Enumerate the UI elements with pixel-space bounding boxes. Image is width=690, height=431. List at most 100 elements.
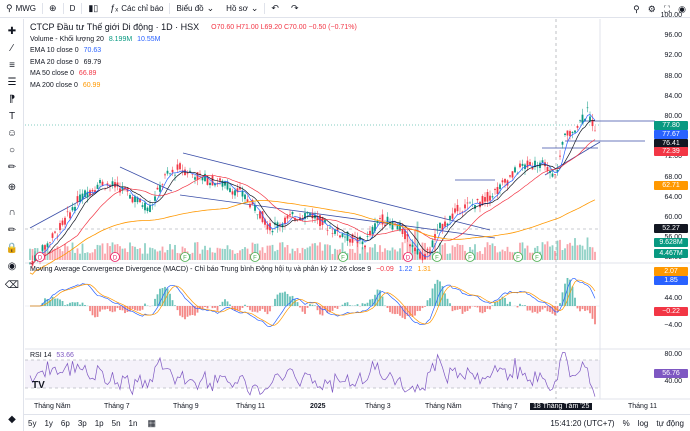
patterns-icon[interactable]: ☺	[6, 127, 18, 139]
zoom-in-icon[interactable]: ⊕	[7, 181, 17, 193]
rsi-legend[interactable]: RSI 14 53.66	[30, 352, 74, 359]
range-6m[interactable]: 6p	[60, 418, 70, 428]
symbol-search[interactable]: ⚲ MWG	[0, 0, 42, 18]
macd-histogram-bar	[176, 306, 179, 311]
fullscreen-icon[interactable]: ⛶	[663, 3, 671, 14]
open-value: O70.60	[211, 24, 235, 31]
candle-body	[429, 251, 431, 252]
range-5y[interactable]: 5y	[28, 418, 37, 428]
divider	[81, 3, 83, 14]
legend-ma200[interactable]: MA 200 close 0 60.99	[30, 80, 357, 92]
range-3m[interactable]: 3p	[77, 418, 87, 428]
settings-icon[interactable]: ⚙	[647, 3, 656, 14]
object-tree-icon[interactable]: ◆	[8, 413, 16, 425]
candle-body	[174, 174, 176, 176]
candle-body	[164, 174, 166, 176]
undo-button[interactable]: ↶	[265, 0, 285, 18]
range-1d[interactable]: 1n	[128, 418, 138, 428]
macd-label: Moving Average Convergence Divergence (M…	[30, 266, 372, 273]
volume-bar	[424, 242, 426, 260]
drawings-layer[interactable]	[29, 120, 655, 239]
parallel-channel-icon[interactable]: ≡	[9, 59, 15, 71]
auto-toggle[interactable]: tự động	[656, 418, 684, 428]
legend-ma50[interactable]: MA 50 close 0 66.89	[30, 68, 357, 80]
calendar-icon[interactable]: ▦	[147, 417, 156, 428]
legend-ema10[interactable]: EMA 10 close 0 70.63	[30, 45, 357, 57]
volume-bar	[569, 242, 571, 260]
eye-icon[interactable]: ◉	[7, 260, 17, 272]
pitchfork-icon[interactable]: ☰	[7, 76, 17, 88]
brush-icon[interactable]: ⁋	[8, 93, 16, 105]
crosshair-icon[interactable]: ✚	[7, 25, 17, 37]
volume-bar	[284, 247, 286, 260]
candle-body	[524, 164, 526, 170]
clock[interactable]: 15:41:20 (UTC+7)	[550, 418, 615, 428]
volume-bar	[231, 250, 234, 260]
add-symbol-button[interactable]: ⊕	[43, 0, 63, 18]
price-tag: 9.628M	[654, 238, 688, 247]
range-5d[interactable]: 5n	[111, 418, 121, 428]
candle-body	[426, 249, 429, 250]
interval-button[interactable]: D	[64, 0, 82, 18]
volume-bar	[149, 247, 151, 260]
legend-title[interactable]: CTCP Đầu tư Thế giới Di động · 1D · HSX	[30, 22, 200, 32]
volume-bar	[134, 246, 136, 260]
macd-histogram-bar	[284, 291, 286, 306]
volume-bar	[269, 245, 271, 260]
trash-icon[interactable]: ⌫	[4, 279, 20, 291]
volume-bar	[354, 252, 356, 260]
volume-bar	[484, 247, 486, 260]
quick-search-icon[interactable]: ⚲	[633, 3, 640, 14]
legend-value: 10.55M	[137, 35, 161, 43]
legend-ema20[interactable]: EMA 20 close 0 69.79	[30, 57, 357, 69]
volume-bar	[371, 247, 374, 260]
indicators-button[interactable]: ƒₓ Các chỉ báo	[104, 0, 169, 18]
chart-templates-button[interactable]: Biểu đồ ⌄	[170, 0, 220, 18]
redo-button[interactable]: ↷	[285, 0, 305, 18]
volume-bar	[389, 250, 391, 260]
macd-histogram-bar	[214, 306, 216, 308]
text-icon[interactable]: T	[8, 110, 16, 122]
bar-style-button[interactable]: ▮▯	[82, 0, 104, 18]
candle-body	[454, 208, 456, 213]
camera-icon[interactable]: ◉	[678, 3, 686, 14]
log-toggle[interactable]: log	[637, 418, 649, 428]
volume-bar	[584, 249, 586, 260]
top-toolbar: ⚲ MWG ⊕ D ▮▯ ƒₓ Các chỉ báo Biểu đồ ⌄ Hồ…	[0, 0, 690, 18]
channel-line[interactable]	[182, 152, 491, 231]
percent-toggle[interactable]: %	[622, 418, 630, 428]
volume-bar	[329, 245, 331, 260]
volume-bar	[129, 242, 131, 260]
tradingview-logo[interactable]: TV	[32, 380, 45, 391]
shapes-icon[interactable]: ○	[8, 144, 16, 156]
rsi-value: 53.66	[56, 352, 74, 359]
macd-histogram-bar	[559, 303, 561, 306]
lock-drawing-icon[interactable]: ✏	[7, 224, 17, 236]
volume-bar	[99, 245, 101, 260]
profile-button[interactable]: Hồ sơ ⌄	[220, 0, 264, 18]
candle-body	[559, 155, 561, 157]
macd-histogram-bar	[291, 295, 294, 306]
magnet-icon[interactable]: ∩	[8, 206, 16, 218]
ruler-icon[interactable]: ✏	[7, 161, 17, 173]
candle-body	[416, 249, 419, 255]
candle-body	[181, 170, 184, 172]
macd-histogram-bar	[46, 299, 49, 306]
candle-body	[569, 131, 571, 137]
rsi-axis-label: 40.00	[664, 378, 682, 385]
legend-volume[interactable]: Volume - Khối lượng 20 8.199M 10.55M	[30, 34, 357, 46]
lock-icon[interactable]: 🔒	[5, 242, 19, 254]
volume-bar	[459, 244, 461, 260]
range-1y[interactable]: 1y	[44, 418, 53, 428]
macd-histogram-bar	[94, 306, 96, 318]
volume-bar	[94, 249, 96, 260]
macd-histogram-bar	[361, 303, 364, 306]
macd-histogram-bar	[116, 306, 119, 309]
volume-bar	[366, 252, 369, 260]
trend-line-icon[interactable]: ∕	[11, 42, 13, 54]
range-1m[interactable]: 1p	[94, 418, 104, 428]
macd-legend[interactable]: Moving Average Convergence Divergence (M…	[30, 266, 431, 273]
macd-histogram-bar	[211, 306, 214, 309]
event-marker-label: F	[535, 256, 539, 262]
